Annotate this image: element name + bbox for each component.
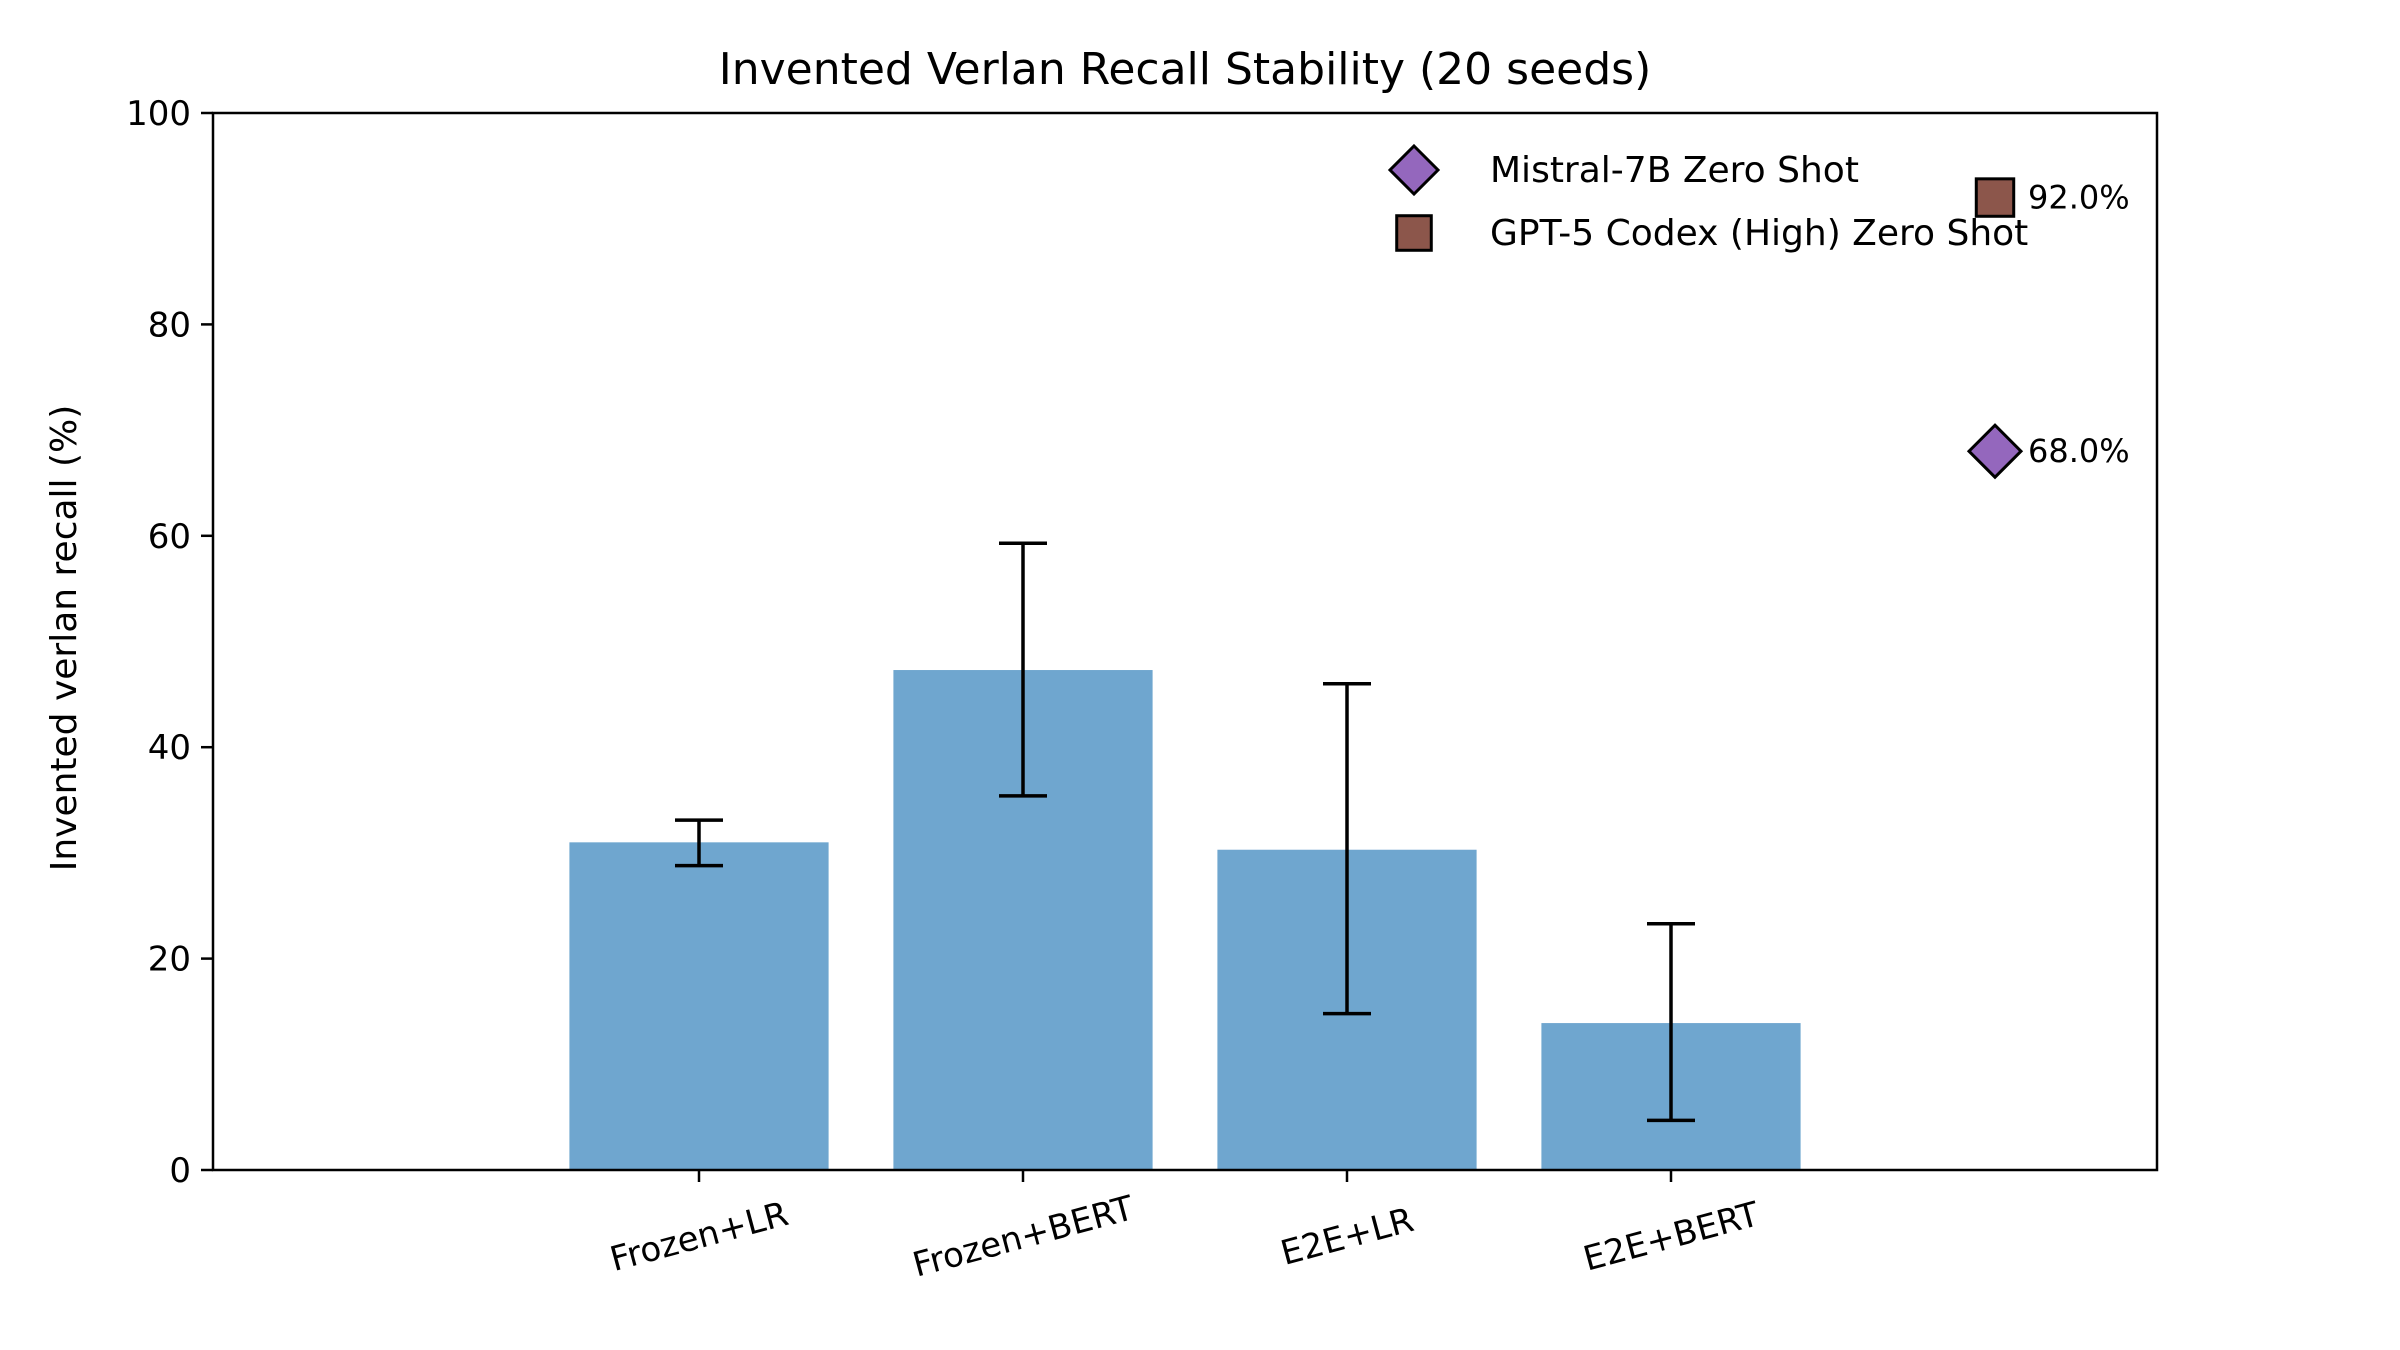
marker-gpt-5-codex-high-zero-shot [1974, 177, 2016, 218]
legend-label-mistral-7b-zero-shot: Mistral-7B Zero Shot [1490, 150, 1859, 191]
y-tick-label: 20 [148, 940, 191, 980]
data-label-mistral-7b-zero-shot: 68.0% [2028, 432, 2130, 470]
error-bar-e2e-lr [1323, 682, 1371, 1016]
x-tick-label: Frozen+BERT [909, 1188, 1138, 1285]
error-bar-e2e-bert [1647, 921, 1695, 1123]
legend-label-gpt-5-codex-high-zero-shot: GPT-5 Codex (High) Zero Shot [1490, 213, 2028, 254]
y-tick-label: 0 [169, 1151, 191, 1191]
bars-layer [569, 670, 1801, 1170]
plot-frame [211, 111, 2159, 1172]
chart-title: Invented Verlan Recall Stability (20 see… [719, 44, 1652, 95]
x-tick-label: Frozen+LR [606, 1194, 793, 1280]
y-axis-label: Invented verlan recall (%) [44, 405, 85, 872]
y-tick-label: 40 [148, 728, 191, 768]
y-tick-label: 80 [148, 305, 191, 345]
error-bar-frozen-lr [675, 818, 723, 868]
bar-frozen-lr [569, 842, 829, 1170]
legend-marker-gpt-5-codex-high-zero-shot [1395, 214, 1433, 252]
marker-mistral-7b-zero-shot [1966, 423, 2024, 480]
data-label-gpt-5-codex-high-zero-shot: 92.0% [2028, 179, 2130, 217]
zero-shot-markers-layer: 68.0% 92.0% [1966, 177, 2130, 480]
error-bar-frozen-bert [999, 541, 1047, 798]
legend-marker-mistral-7b-zero-shot [1387, 143, 1441, 197]
y-tick-label: 60 [148, 517, 191, 557]
x-tick-label: E2E+BERT [1579, 1194, 1763, 1279]
y-tick-label: 100 [126, 94, 191, 134]
legend: Mistral-7B Zero Shot GPT-5 Codex (High) Z… [1387, 143, 2028, 254]
error-bars-layer [675, 541, 1695, 1123]
x-tick-label: E2E+LR [1277, 1200, 1418, 1274]
